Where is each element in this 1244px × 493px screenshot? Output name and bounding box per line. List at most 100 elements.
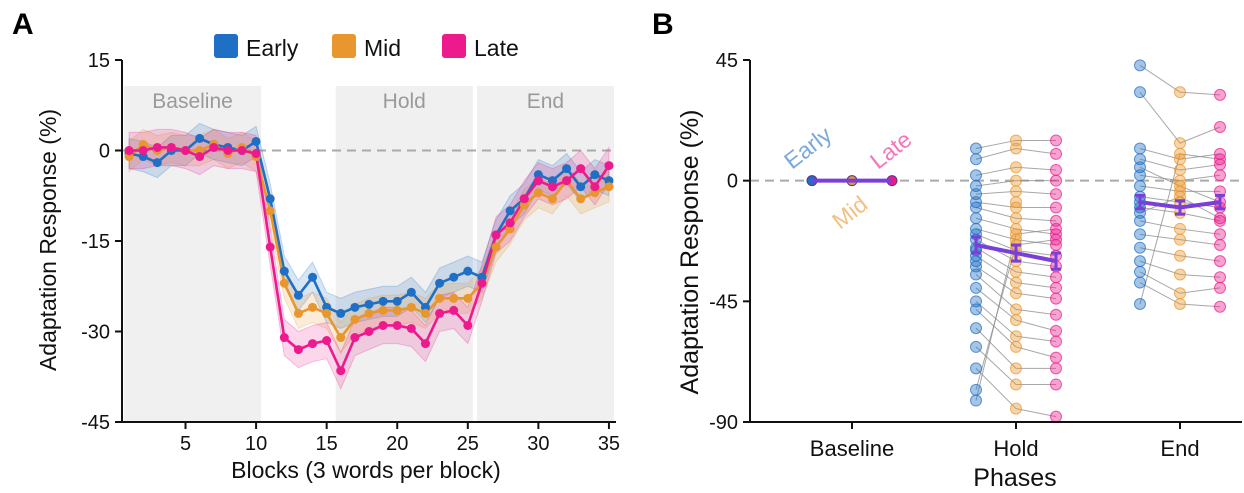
point-early bbox=[970, 169, 982, 182]
participant-link bbox=[975, 368, 1057, 418]
x-tick-label: 10 bbox=[245, 433, 267, 455]
point-early bbox=[251, 136, 261, 146]
point-late bbox=[1214, 88, 1226, 101]
point-late bbox=[1214, 281, 1226, 294]
point-late bbox=[477, 278, 487, 288]
point-early bbox=[1134, 180, 1146, 193]
point-late bbox=[336, 366, 346, 376]
point-late bbox=[166, 142, 176, 152]
point-late bbox=[1214, 214, 1226, 227]
participant-link bbox=[975, 255, 1057, 289]
point-mid bbox=[350, 314, 360, 324]
point-late bbox=[1214, 239, 1226, 252]
point-late bbox=[1050, 201, 1062, 214]
legend-swatch-mid bbox=[332, 34, 356, 58]
phase-band-end bbox=[476, 86, 614, 422]
participant-link bbox=[1139, 271, 1221, 294]
point-late bbox=[1050, 134, 1062, 147]
phase-bands: Baseline Hold End bbox=[124, 86, 614, 422]
participant-points bbox=[806, 59, 1226, 423]
point-mid bbox=[1010, 265, 1022, 278]
y-axis-title: Adaptation Response (%) bbox=[35, 109, 61, 371]
point-early bbox=[1134, 298, 1146, 311]
y-axis-title: Adaptation Response (%) bbox=[676, 110, 704, 395]
annotation-early: Early bbox=[779, 121, 837, 174]
point-late bbox=[195, 152, 205, 162]
annotation-late: Late bbox=[865, 126, 916, 174]
x-tick-label: 5 bbox=[180, 433, 191, 455]
legend-label-late: Late bbox=[474, 35, 519, 61]
point-late bbox=[576, 164, 586, 174]
point-early bbox=[350, 302, 360, 312]
point-late bbox=[265, 242, 275, 252]
point-early bbox=[364, 299, 374, 309]
point-late bbox=[590, 182, 600, 192]
point-late bbox=[1050, 222, 1062, 235]
legend: Early Mid Late bbox=[214, 34, 519, 61]
participant-link bbox=[975, 309, 1057, 359]
x-tick-label: 30 bbox=[527, 433, 549, 455]
point-early bbox=[406, 287, 416, 297]
point-early bbox=[970, 383, 982, 396]
x-tick-label: 20 bbox=[386, 433, 408, 455]
point-mid bbox=[1174, 222, 1186, 235]
point-late bbox=[519, 194, 529, 204]
participant-link bbox=[975, 247, 1057, 278]
point-mid bbox=[1010, 362, 1022, 375]
point-mid bbox=[1174, 147, 1186, 160]
point-mid bbox=[1010, 142, 1022, 155]
point-late bbox=[1214, 153, 1226, 166]
point-early bbox=[970, 303, 982, 316]
participant-link bbox=[975, 346, 1056, 385]
series-points bbox=[124, 133, 614, 376]
participant-link bbox=[975, 287, 1057, 332]
point-mid bbox=[1010, 174, 1022, 187]
point-late bbox=[1050, 147, 1062, 160]
panel-b-letter: B bbox=[652, 8, 674, 41]
point-mid bbox=[392, 305, 402, 315]
point-mid bbox=[1174, 249, 1186, 262]
point-mid bbox=[1010, 212, 1022, 225]
point-late bbox=[547, 182, 557, 192]
point-mid bbox=[1010, 287, 1022, 300]
point-late bbox=[251, 149, 261, 159]
x-tick-label: Baseline bbox=[810, 436, 894, 461]
panel-a-line-chart: Baseline Hold End 15 0 -15 -30 -45 5 10 15 20 25 30 3… bbox=[35, 34, 620, 483]
point-mid bbox=[576, 194, 586, 204]
phase-label-hold: Hold bbox=[383, 90, 426, 113]
participant-link bbox=[975, 147, 1057, 160]
legend-label-early: Early bbox=[246, 35, 299, 61]
participant-link bbox=[975, 206, 1057, 222]
point-late bbox=[1214, 255, 1226, 268]
point-mid bbox=[1010, 330, 1022, 343]
point-mid bbox=[1174, 233, 1186, 246]
point-late bbox=[1214, 121, 1226, 134]
point-early bbox=[279, 266, 289, 276]
point-late bbox=[1050, 324, 1062, 337]
y-tick-label: -45 bbox=[709, 291, 738, 313]
point-late bbox=[505, 218, 515, 228]
point-mid bbox=[1010, 228, 1022, 241]
point-early bbox=[378, 296, 388, 306]
x-tick-label: End bbox=[1160, 436, 1199, 461]
point-late bbox=[1050, 281, 1062, 294]
participant-link bbox=[975, 166, 1057, 176]
participant-link bbox=[1139, 158, 1221, 171]
participant-link bbox=[1139, 220, 1221, 235]
point-mid bbox=[265, 206, 275, 216]
participant-link bbox=[1139, 64, 1221, 96]
point-late bbox=[449, 305, 459, 315]
point-late bbox=[1050, 174, 1062, 187]
point-mid bbox=[1174, 86, 1186, 99]
point-late bbox=[1050, 351, 1062, 364]
point-mid bbox=[364, 308, 374, 318]
point-mid bbox=[435, 293, 445, 303]
y-tick-label: 45 bbox=[716, 50, 738, 72]
point-mid bbox=[491, 242, 501, 252]
point-mid bbox=[322, 308, 332, 318]
point-mid bbox=[420, 308, 430, 318]
y-tick-label: 0 bbox=[99, 141, 110, 163]
annotation-mid: Mid bbox=[827, 191, 872, 234]
participant-link bbox=[1139, 91, 1221, 144]
